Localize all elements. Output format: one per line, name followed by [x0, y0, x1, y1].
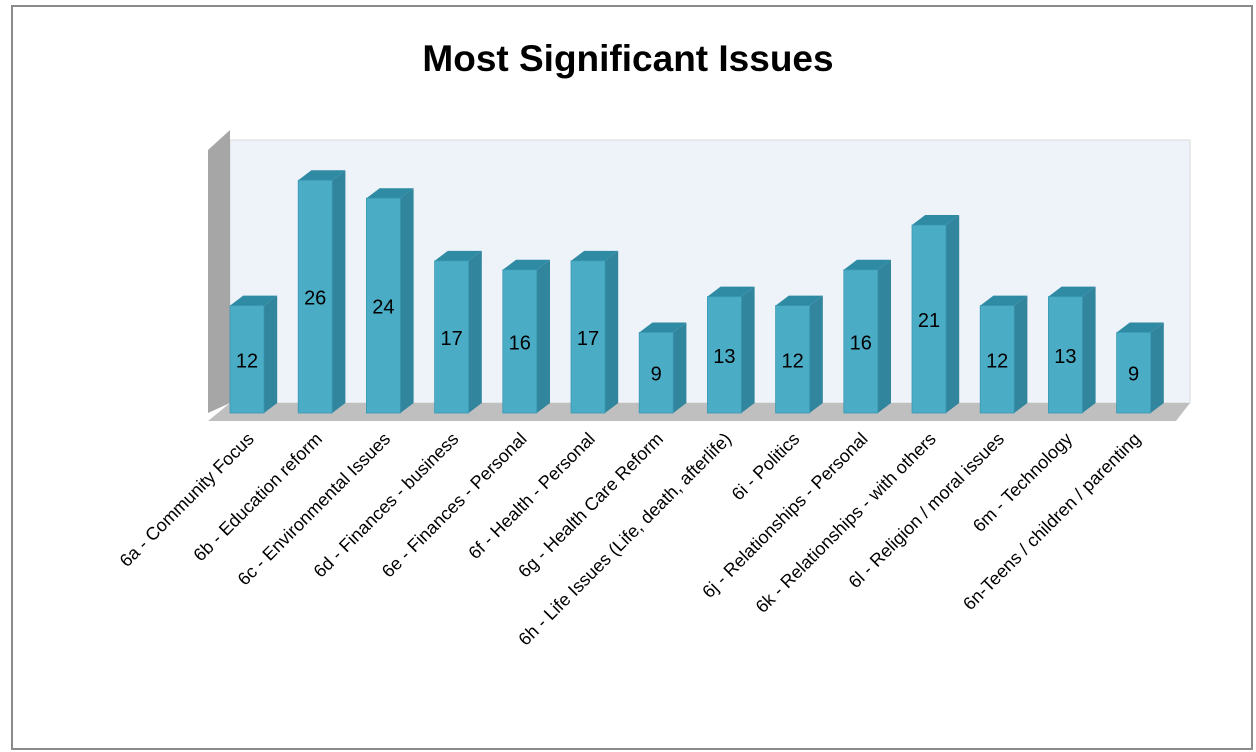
bar: [775, 295, 823, 414]
bar-front: [911, 224, 947, 414]
bar-top: [502, 259, 550, 270]
data-label: 26: [304, 288, 326, 310]
bar-front: [570, 260, 606, 414]
bar: [434, 250, 482, 414]
category-tick-label: 6f - Health - Personal: [464, 429, 598, 563]
bars-group: [229, 170, 1164, 414]
bar: [911, 215, 960, 414]
bar-side: [332, 170, 346, 413]
bar-top: [434, 250, 482, 261]
bar-front: [502, 269, 538, 414]
bar-top: [912, 215, 960, 226]
bar-side: [536, 259, 550, 413]
bar-front: [297, 179, 333, 414]
bar: [297, 170, 346, 414]
bar-top: [298, 170, 346, 181]
bar: [979, 295, 1028, 414]
data-label: 16: [850, 332, 872, 354]
chart-title: Most Significant Issues: [422, 38, 834, 79]
bar: [1048, 286, 1096, 414]
bar: [1116, 322, 1164, 414]
bar-side: [809, 295, 823, 413]
bar-top: [775, 295, 823, 306]
bar-front: [229, 305, 265, 414]
data-label: 9: [1128, 364, 1139, 386]
bar: [638, 322, 687, 414]
data-label: 17: [440, 328, 462, 350]
bar-top: [1048, 286, 1096, 297]
data-label: 17: [577, 328, 599, 350]
bar-side: [673, 322, 687, 413]
bar-side: [264, 295, 278, 413]
bar: [502, 259, 550, 414]
category-tick-label: 6b - Education reform: [189, 429, 326, 566]
bar-side: [741, 286, 755, 413]
bar-side: [1082, 286, 1096, 413]
bar-top: [639, 322, 687, 333]
data-label: 12: [781, 350, 803, 372]
bar-side: [605, 250, 619, 413]
bar: [707, 286, 755, 414]
bar-side: [877, 259, 891, 413]
bar-front: [434, 260, 470, 414]
floor: [208, 403, 1190, 421]
bar-front: [365, 197, 401, 414]
bar-top: [843, 259, 891, 270]
bar-front: [1048, 296, 1083, 414]
bar-side: [1014, 295, 1028, 413]
bar: [365, 188, 414, 414]
data-label: 9: [651, 364, 662, 386]
data-label: 12: [236, 350, 258, 372]
bar-front: [638, 332, 674, 414]
bar-side: [468, 250, 482, 413]
bar-top: [980, 295, 1028, 306]
bar: [570, 250, 619, 414]
bar: [843, 259, 891, 414]
side-wall: [208, 130, 230, 413]
data-label: 12: [986, 350, 1008, 372]
data-label: 13: [713, 346, 735, 368]
bar-side: [946, 215, 960, 413]
bar-side: [400, 188, 414, 413]
data-label: 13: [1054, 346, 1076, 368]
bar: [229, 295, 278, 414]
bar-top: [707, 286, 755, 297]
bar-top: [366, 188, 414, 199]
data-label: 24: [372, 297, 394, 319]
bar-top: [1116, 322, 1164, 333]
bar-front: [979, 305, 1015, 414]
bar-front: [1116, 332, 1151, 414]
bar-front: [843, 269, 879, 414]
chart-walls: [208, 130, 1191, 421]
bar-front: [707, 296, 742, 414]
data-label: 16: [509, 332, 531, 354]
data-label: 21: [918, 310, 940, 332]
data-labels-group: 12 26 24 17 16 17 9 13 12 16 21 12 13 9: [236, 288, 1139, 386]
bar-front: [775, 305, 810, 414]
category-tick-label: 6a - Community Focus: [116, 429, 258, 571]
bar-top: [230, 295, 278, 306]
bar-side: [1150, 322, 1164, 413]
bar-top: [571, 250, 619, 261]
